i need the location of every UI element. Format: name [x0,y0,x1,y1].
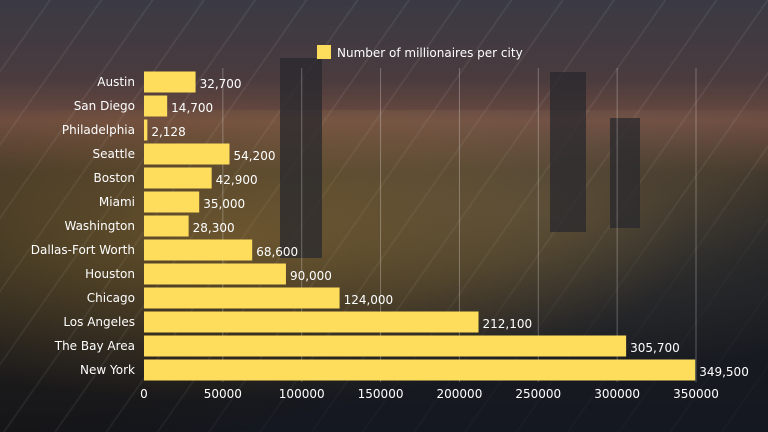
data-label: 2,128 [151,125,185,139]
x-tick-label: 300000 [594,387,640,401]
data-label: 32,700 [200,77,242,91]
bar [144,95,168,117]
data-label: 28,300 [193,221,235,235]
data-label: 14,700 [171,101,213,115]
category-label: Washington [64,219,135,233]
bar [144,71,196,93]
background-tower [280,58,322,258]
bar [144,143,230,165]
x-tick-label: 200000 [437,387,483,401]
data-label: 54,200 [233,149,275,163]
bar [144,215,189,237]
data-label: 35,000 [203,197,245,211]
category-label: Dallas-Fort Worth [31,243,135,257]
x-tick-label: 350000 [673,387,719,401]
data-label: 68,600 [256,245,298,259]
category-label: Miami [99,195,135,209]
bar [144,335,627,357]
bar [144,359,696,381]
category-label: Los Angeles [63,315,135,329]
category-label: New York [80,363,135,377]
category-label: The Bay Area [54,339,135,353]
bar [144,119,148,141]
bar [144,287,340,309]
data-label: 124,000 [344,293,394,307]
category-label: Chicago [87,291,135,305]
category-label: Austin [97,75,135,89]
x-tick-label: 250000 [515,387,561,401]
x-tick-label: 50000 [204,387,242,401]
x-tick-label: 0 [140,387,148,401]
data-label: 90,000 [290,269,332,283]
bar [144,191,200,213]
bar [144,239,253,261]
legend-swatch [317,45,331,59]
x-tick-label: 100000 [279,387,325,401]
data-label: 42,900 [216,173,258,187]
bar [144,311,479,333]
bar [144,167,212,189]
category-label: Houston [85,267,135,281]
category-label: Boston [94,171,135,185]
legend: Number of millionaires per city [317,45,523,60]
data-label: 305,700 [630,341,680,355]
background-tower [550,72,586,232]
legend-label: Number of millionaires per city [337,46,523,60]
data-label: 349,500 [699,365,749,379]
category-label: Philadelphia [62,123,135,137]
category-label: Seattle [93,147,135,161]
bar [144,263,286,285]
x-tick-label: 150000 [358,387,404,401]
data-label: 212,100 [483,317,533,331]
background-tower [610,118,640,228]
category-label: San Diego [74,99,135,113]
